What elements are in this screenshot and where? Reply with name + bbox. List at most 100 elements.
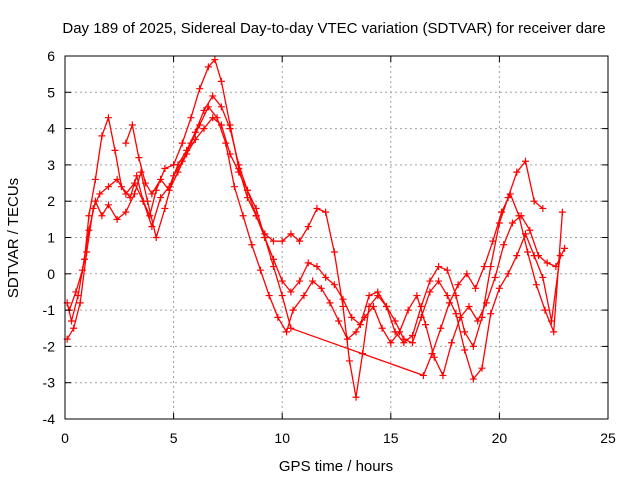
data-point xyxy=(104,201,112,209)
data-point xyxy=(131,179,139,187)
data-point xyxy=(230,183,238,191)
data-point xyxy=(128,121,136,129)
data-point xyxy=(146,212,154,220)
y-tick-label: 1 xyxy=(47,230,55,246)
data-point xyxy=(534,252,542,260)
data-point xyxy=(374,288,382,296)
y-tick-label: -4 xyxy=(43,411,56,427)
data-point xyxy=(469,375,477,383)
data-point xyxy=(558,208,566,216)
data-point xyxy=(335,317,343,325)
data-point xyxy=(339,302,347,310)
chart-title: Day 189 of 2025, Sidereal Day-to-day VTE… xyxy=(62,20,605,37)
x-tick-label: 10 xyxy=(274,430,290,446)
data-point xyxy=(270,263,278,271)
y-tick-label: -3 xyxy=(43,375,56,391)
data-point xyxy=(482,299,490,307)
data-point xyxy=(226,125,234,133)
data-point xyxy=(322,208,330,216)
data-point xyxy=(296,237,304,245)
data-point xyxy=(287,288,295,296)
data-point xyxy=(113,175,121,183)
data-point xyxy=(539,273,547,281)
data-point xyxy=(91,197,99,205)
data-point xyxy=(74,292,82,300)
series-line xyxy=(68,105,566,378)
data-point xyxy=(256,266,264,274)
data-point xyxy=(365,292,373,300)
data-point xyxy=(161,204,169,212)
data-point xyxy=(369,302,377,310)
data-point xyxy=(122,208,130,216)
data-point xyxy=(508,219,516,227)
data-point xyxy=(515,212,523,220)
data-point xyxy=(413,292,421,300)
data-point xyxy=(68,317,76,325)
data-point xyxy=(274,313,282,321)
data-point xyxy=(104,183,112,191)
data-point xyxy=(404,306,412,314)
data-point xyxy=(313,263,321,271)
data-point xyxy=(541,306,549,314)
data-point xyxy=(498,208,506,216)
data-point xyxy=(491,273,499,281)
data-point xyxy=(461,328,469,336)
y-tick-label: -2 xyxy=(43,338,56,354)
data-point xyxy=(178,139,186,147)
data-point xyxy=(200,125,208,133)
data-point xyxy=(317,284,325,292)
data-point xyxy=(343,335,351,343)
data-point xyxy=(452,310,460,318)
data-point xyxy=(435,277,443,285)
data-point xyxy=(174,168,182,176)
data-point xyxy=(348,313,356,321)
y-tick-label: 2 xyxy=(47,193,55,209)
data-point xyxy=(448,339,456,347)
data-point xyxy=(252,204,260,212)
data-point xyxy=(330,248,338,256)
data-point xyxy=(391,317,399,325)
y-axis-title: SDTVAR / TECUs xyxy=(5,178,22,298)
data-point xyxy=(270,237,278,245)
data-point xyxy=(83,248,91,256)
axis-ticks: -4 -3 -2 -1 0 1 2 3 4 5 6 0 5 10 15 20 25 xyxy=(43,48,616,446)
series-track-d xyxy=(122,114,566,379)
data-point xyxy=(157,194,165,202)
data-point xyxy=(261,234,269,241)
data-point xyxy=(196,85,204,93)
data-point xyxy=(543,259,551,267)
data-point xyxy=(426,277,434,285)
data-point xyxy=(98,212,106,220)
data-point xyxy=(526,226,534,234)
data-point xyxy=(144,197,152,205)
data-point xyxy=(339,295,347,303)
data-point xyxy=(300,292,308,300)
data-point xyxy=(409,339,417,347)
data-point xyxy=(550,328,558,336)
data-point xyxy=(209,92,217,100)
data-point xyxy=(204,63,212,71)
data-point xyxy=(122,190,130,198)
data-point xyxy=(91,175,99,183)
data-point xyxy=(183,150,191,158)
data-point xyxy=(289,306,297,314)
data-point xyxy=(532,281,540,289)
data-point xyxy=(135,154,143,162)
data-point xyxy=(235,168,243,176)
data-point xyxy=(85,212,93,220)
data-point xyxy=(352,328,360,336)
data-point xyxy=(422,321,430,329)
data-point xyxy=(287,324,295,332)
data-point xyxy=(278,237,286,245)
data-point xyxy=(137,168,145,176)
data-point xyxy=(296,277,304,285)
data-point xyxy=(428,350,436,358)
x-tick-label: 0 xyxy=(61,430,69,446)
data-point xyxy=(430,353,438,361)
data-point xyxy=(330,281,338,289)
data-point xyxy=(217,103,225,111)
data-point xyxy=(439,371,447,379)
x-tick-label: 5 xyxy=(170,430,178,446)
data-point xyxy=(500,241,508,249)
